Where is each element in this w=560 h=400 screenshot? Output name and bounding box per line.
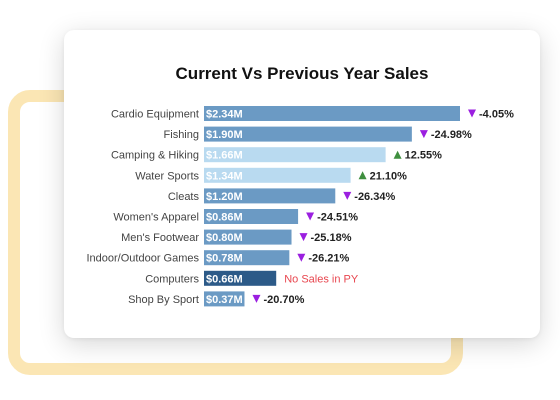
bar [204,229,292,245]
no-sales-label: No Sales in PY [284,273,359,285]
arrow-down-icon [343,191,352,200]
change-percent-label: -26.34% [354,191,395,203]
arrow-down-icon [419,130,428,139]
category-label: Computers [145,273,199,285]
category-label: Camping & Hiking [111,150,199,162]
bar-value-label: $2.34M [206,109,243,121]
bar [204,291,245,307]
change-percent-label: -26.21% [308,253,349,265]
bar [204,147,386,163]
arrow-down-icon [299,233,308,242]
bar-value-label: $1.34M [206,170,243,182]
bar-value-label: $1.20M [206,191,243,203]
category-label: Cleats [168,191,200,203]
bar [204,106,460,121]
chart-card: Current Vs Previous Year Sales Cardio Eq… [64,30,540,338]
bar [204,167,351,183]
change-percent-label: -25.18% [311,232,352,244]
change-percent-label: -4.05% [479,109,514,121]
bar-value-label: $0.86M [206,212,243,224]
arrow-down-icon [252,294,261,303]
category-label: Women's Apparel [113,212,199,224]
bar-value-label: $0.66M [206,273,243,285]
category-label: Water Sports [135,170,199,182]
bar [204,188,336,204]
arrow-down-icon [297,253,306,262]
category-label: Men's Footwear [121,232,199,244]
change-percent-label: -24.98% [431,129,472,141]
change-percent-label: -24.51% [317,212,358,224]
bar-value-label: $0.37M [206,294,243,306]
bar-value-label: $0.78M [206,253,243,265]
change-percent-label: -20.70% [263,294,304,306]
category-label: Cardio Equipment [111,109,199,121]
bar-value-label: $1.66M [206,150,243,162]
arrow-down-icon [306,212,315,221]
bar-value-label: $1.90M [206,129,243,141]
arrow-up-icon [393,150,402,159]
bar-chart: Cardio Equipment $2.34M -4.05% Fishing $1.90… [86,106,514,307]
arrow-up-icon [358,171,367,180]
bar [204,250,290,266]
category-label: Indoor/Outdoor Games [86,253,199,265]
category-label: Fishing [164,129,199,141]
change-percent-label: 21.10% [370,170,408,182]
bar-value-label: $0.80M [206,232,243,244]
bar [204,126,412,142]
arrow-down-icon [468,109,476,118]
change-percent-label: 12.55% [405,150,443,162]
chart-title: Current Vs Previous Year Sales [175,64,429,83]
category-label: Shop By Sport [128,294,199,306]
bar [204,209,299,224]
bar [204,270,277,286]
